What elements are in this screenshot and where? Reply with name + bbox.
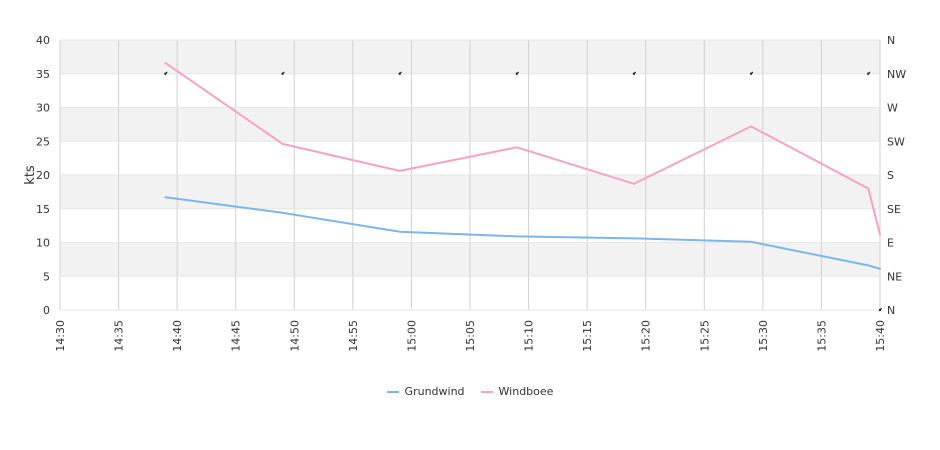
y2-tick-label: SW [887,135,905,148]
legend-item-windboee[interactable]: Windboee [480,385,554,398]
direction-marker [281,72,284,75]
direction-marker [867,72,870,75]
x-axis-ticks: 14:30 14:35 14:40 14:45 14:50 14:55 15:00 15:05… [54,320,887,352]
direction-marker-tip [880,308,882,310]
x-tick-label: 15:20 [640,320,653,352]
y2-tick-label: SE [887,203,901,216]
horizontal-gridlines [60,39,880,311]
direction-marker [749,72,753,75]
y2-tick-label: NW [887,68,906,81]
x-tick-label: 14:50 [288,320,301,352]
x-tick-label: 15:40 [874,320,887,352]
direction-marker [515,72,519,75]
y2-tick-label: E [887,237,894,250]
y2-tick-label: N [887,34,895,47]
y-tick-label: 0 [43,304,50,317]
direction-marker [632,72,636,75]
direction-marker [878,308,882,312]
series-line-windboee [164,61,881,236]
legend-label: Grundwind [404,385,465,398]
x-tick-label: 15:15 [581,320,594,352]
direction-marker-tip [634,71,636,74]
y-tick-label: 20 [36,169,50,182]
y-tick-label: 25 [36,135,50,148]
x-tick-label: 14:35 [113,320,126,352]
x-tick-label: 14:45 [230,320,243,352]
y-tick-label: 15 [36,203,50,216]
legend-item-grundwind[interactable]: Grundwind [386,385,465,398]
x-tick-label: 15:00 [405,320,418,352]
legend-label: Windboee [498,385,554,398]
y2-tick-label: NE [887,270,902,283]
direction-marker [398,72,401,75]
x-tick-label: 15:10 [523,320,536,352]
y2-tick-label: N [887,304,895,317]
series-lines [164,61,881,270]
direction-marker-tip [751,71,754,74]
x-tick-label: 15:35 [815,320,828,352]
y2-tick-label: S [887,169,894,182]
x-tick-label: 14:55 [347,320,360,352]
x-tick-label: 14:30 [54,320,67,352]
series-line-grundwind [164,196,881,270]
x-tick-label: 15:25 [698,320,711,352]
x-tick-label: 14:40 [171,320,184,352]
y-axis-ticks: 0 5 10 15 20 25 30 35 40 [36,34,50,317]
direction-marker-tip [400,71,402,74]
direction-marker-tip [166,71,168,74]
x-tick-label: 15:05 [464,320,477,352]
direction-marker-tip [517,71,519,74]
y2-tick-label: W [887,102,898,115]
y-tick-label: 10 [36,237,50,250]
direction-marker-tip [868,71,871,74]
y-axis-label: kts [23,165,38,185]
legend: Grundwind Windboee [0,385,940,398]
y-tick-label: 40 [36,34,50,47]
y-tick-label: 30 [36,102,50,115]
y2-axis-ticks: N NE E SE S SW W NW N [887,34,906,317]
direction-marker [164,72,167,75]
x-tick-label: 15:30 [757,320,770,352]
direction-markers [164,71,882,312]
direction-marker-tip [283,71,285,74]
legend-swatch [386,390,399,393]
legend-swatch [480,390,493,393]
y-tick-label: 5 [43,270,50,283]
y-tick-label: 35 [36,68,50,81]
